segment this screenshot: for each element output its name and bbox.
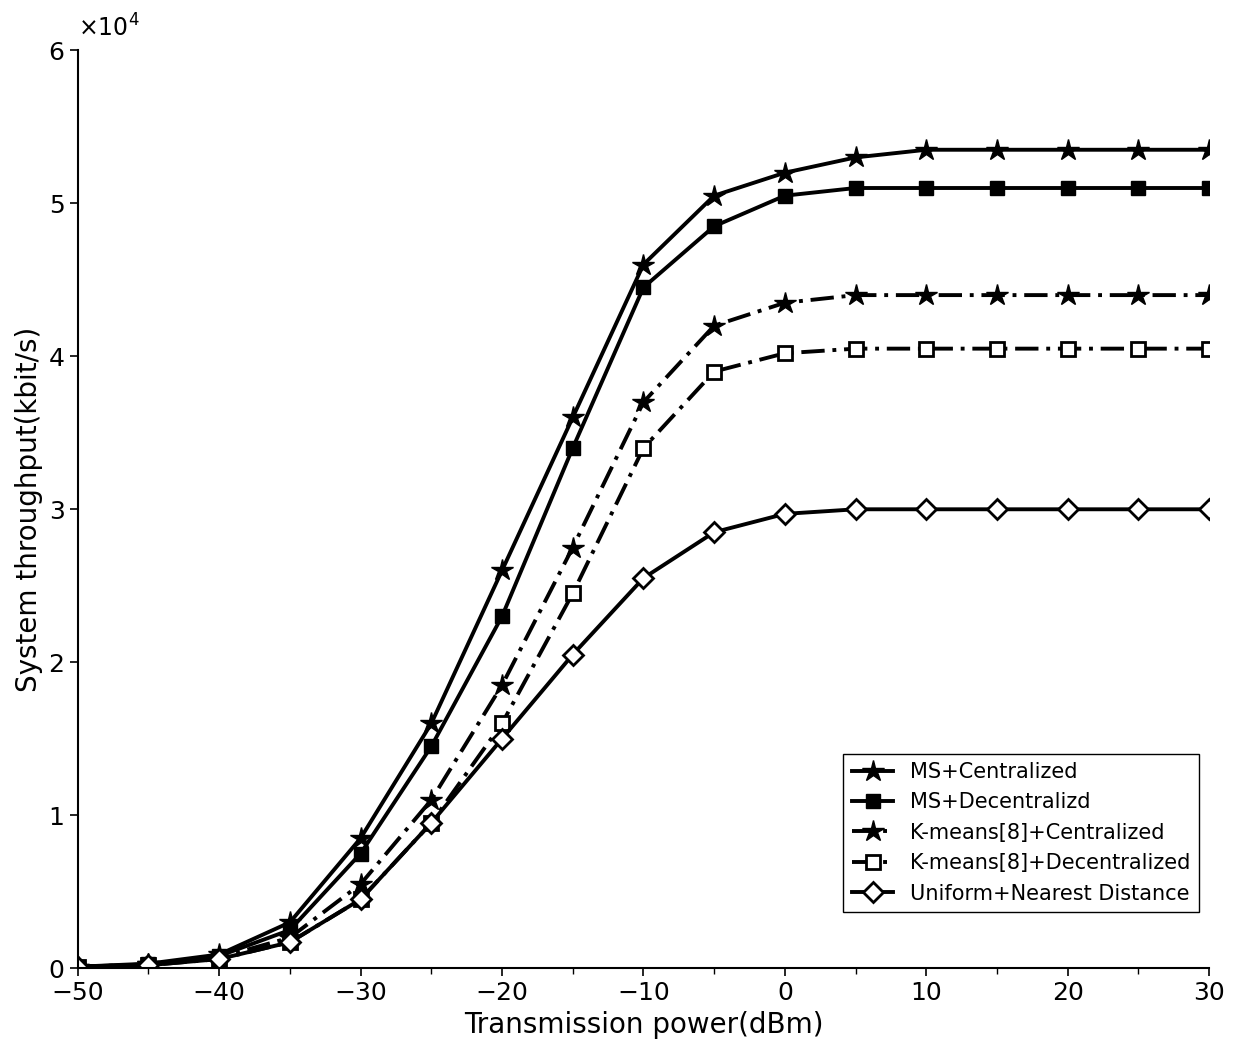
K-means[8]+Decentralized — [1131, 343, 1146, 355]
Legend: MS+Centralized, MS+Decentralizd, K-means[8]+Centralized, K-means[8]+Decentralize: MS+Centralized, MS+Decentralizd, K-means… — [843, 754, 1199, 912]
Uniform+Nearest Distance — [495, 733, 510, 745]
Uniform+Nearest Distance — [353, 893, 368, 905]
Uniform+Nearest Distance — [71, 960, 86, 973]
MS+Centralized — [848, 151, 863, 163]
MS+Centralized — [565, 411, 580, 424]
K-means[8]+Decentralized — [777, 347, 792, 359]
Line: Uniform+Nearest Distance: Uniform+Nearest Distance — [71, 503, 1216, 974]
X-axis label: Transmission power(dBm): Transmission power(dBm) — [464, 1011, 823, 1039]
Line: MS+Decentralizd: MS+Decentralizd — [71, 181, 1216, 974]
MS+Decentralizd — [707, 220, 722, 233]
MS+Decentralizd — [495, 610, 510, 623]
MS+Centralized — [707, 190, 722, 202]
K-means[8]+Centralized — [71, 960, 86, 973]
Uniform+Nearest Distance — [212, 953, 227, 965]
MS+Centralized — [777, 167, 792, 179]
Uniform+Nearest Distance — [848, 503, 863, 515]
Uniform+Nearest Distance — [1131, 503, 1146, 515]
K-means[8]+Centralized — [141, 958, 156, 971]
K-means[8]+Centralized — [283, 932, 298, 944]
K-means[8]+Decentralized — [141, 959, 156, 972]
K-means[8]+Decentralized — [848, 343, 863, 355]
MS+Decentralizd — [1131, 181, 1146, 194]
K-means[8]+Centralized — [495, 679, 510, 691]
K-means[8]+Centralized — [424, 794, 439, 806]
Uniform+Nearest Distance — [636, 572, 651, 585]
MS+Decentralizd — [1060, 181, 1075, 194]
K-means[8]+Centralized — [848, 289, 863, 301]
MS+Decentralizd — [990, 181, 1004, 194]
MS+Decentralizd — [777, 190, 792, 202]
Uniform+Nearest Distance — [1202, 503, 1216, 515]
MS+Decentralizd — [848, 181, 863, 194]
MS+Decentralizd — [1202, 181, 1216, 194]
MS+Decentralizd — [565, 442, 580, 454]
MS+Decentralizd — [353, 847, 368, 860]
Line: MS+Centralized: MS+Centralized — [67, 139, 1220, 978]
MS+Centralized — [495, 564, 510, 577]
Uniform+Nearest Distance — [990, 503, 1004, 515]
K-means[8]+Decentralized — [1202, 343, 1216, 355]
K-means[8]+Decentralized — [283, 936, 298, 949]
Text: $\times 10^4$: $\times 10^4$ — [78, 14, 139, 41]
MS+Centralized — [212, 949, 227, 961]
MS+Centralized — [1131, 143, 1146, 156]
K-means[8]+Decentralized — [919, 343, 934, 355]
K-means[8]+Centralized — [353, 878, 368, 891]
K-means[8]+Centralized — [1131, 289, 1146, 301]
MS+Decentralizd — [71, 960, 86, 973]
Y-axis label: System throughput(kbit/s): System throughput(kbit/s) — [15, 327, 43, 691]
MS+Centralized — [1060, 143, 1075, 156]
K-means[8]+Centralized — [212, 951, 227, 963]
K-means[8]+Centralized — [565, 541, 580, 553]
K-means[8]+Decentralized — [71, 960, 86, 973]
K-means[8]+Centralized — [919, 289, 934, 301]
Uniform+Nearest Distance — [141, 959, 156, 972]
K-means[8]+Centralized — [707, 319, 722, 332]
K-means[8]+Centralized — [777, 296, 792, 309]
Line: K-means[8]+Centralized: K-means[8]+Centralized — [67, 284, 1220, 978]
MS+Decentralizd — [212, 950, 227, 962]
K-means[8]+Decentralized — [424, 817, 439, 829]
K-means[8]+Decentralized — [1060, 343, 1075, 355]
MS+Centralized — [141, 957, 156, 970]
Uniform+Nearest Distance — [919, 503, 934, 515]
MS+Decentralizd — [919, 181, 934, 194]
MS+Decentralizd — [424, 740, 439, 753]
MS+Centralized — [424, 717, 439, 729]
MS+Centralized — [71, 960, 86, 973]
K-means[8]+Centralized — [636, 396, 651, 409]
MS+Centralized — [919, 143, 934, 156]
K-means[8]+Centralized — [1060, 289, 1075, 301]
K-means[8]+Decentralized — [990, 343, 1004, 355]
K-means[8]+Decentralized — [636, 442, 651, 454]
Line: K-means[8]+Decentralized: K-means[8]+Decentralized — [71, 341, 1216, 974]
K-means[8]+Centralized — [990, 289, 1004, 301]
K-means[8]+Decentralized — [212, 953, 227, 965]
K-means[8]+Decentralized — [707, 366, 722, 378]
Uniform+Nearest Distance — [424, 817, 439, 829]
K-means[8]+Decentralized — [565, 587, 580, 600]
Uniform+Nearest Distance — [1060, 503, 1075, 515]
MS+Centralized — [353, 832, 368, 844]
Uniform+Nearest Distance — [707, 526, 722, 539]
K-means[8]+Centralized — [1202, 289, 1216, 301]
K-means[8]+Decentralized — [495, 717, 510, 729]
K-means[8]+Decentralized — [353, 893, 368, 905]
MS+Decentralizd — [636, 281, 651, 294]
Uniform+Nearest Distance — [565, 648, 580, 661]
MS+Centralized — [1202, 143, 1216, 156]
MS+Centralized — [283, 916, 298, 929]
Uniform+Nearest Distance — [283, 936, 298, 949]
MS+Centralized — [636, 258, 651, 271]
MS+Decentralizd — [141, 958, 156, 971]
MS+Centralized — [990, 143, 1004, 156]
MS+Decentralizd — [283, 923, 298, 936]
Uniform+Nearest Distance — [777, 508, 792, 521]
